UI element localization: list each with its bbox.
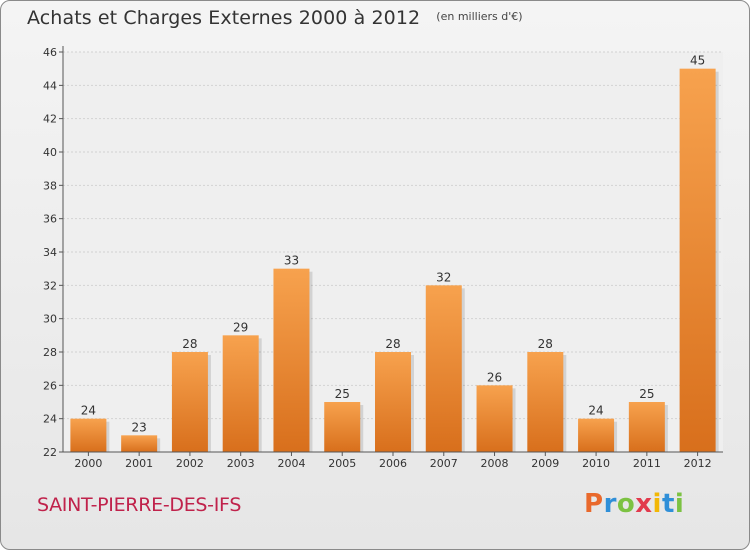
x-tick-label-2004: 2004 [277, 457, 305, 470]
x-tick-label-2011: 2011 [633, 457, 661, 470]
y-tick-label: 36 [43, 213, 57, 226]
bar-2004 [273, 268, 310, 452]
logo-letter: r [603, 489, 617, 519]
bar-2011 [628, 402, 665, 452]
logo-letter: i [674, 489, 685, 519]
bar-2000 [70, 418, 107, 452]
chart-unit-text: (en milliers d'€) [436, 10, 523, 23]
data-label-2005: 25 [335, 387, 350, 401]
y-tick-label: 34 [43, 246, 57, 259]
bar-2007 [425, 285, 462, 452]
data-label-2012: 45 [690, 54, 705, 68]
bar-2005 [324, 402, 361, 452]
x-tick-label-2010: 2010 [582, 457, 610, 470]
data-label-2007: 32 [436, 270, 451, 284]
city-name: SAINT-PIERRE-DES-IFS [37, 494, 242, 516]
x-tick-label-2007: 2007 [430, 457, 458, 470]
x-tick-label-2012: 2012 [684, 457, 712, 470]
logo-letter: x [635, 489, 653, 519]
bar-2002 [171, 352, 208, 452]
bar-2008 [476, 385, 513, 452]
y-tick-label: 44 [43, 79, 57, 92]
data-label-2009: 28 [538, 337, 553, 351]
x-tick-label-2002: 2002 [176, 457, 204, 470]
data-label-2008: 26 [487, 370, 502, 384]
x-tick-label-2001: 2001 [125, 457, 153, 470]
y-tick-label: 40 [43, 146, 57, 159]
logo-letter: i [652, 489, 662, 519]
y-tick-label: 26 [43, 379, 57, 392]
bar-2001 [121, 435, 158, 452]
bar-2006 [375, 352, 411, 452]
y-tick-label: 32 [43, 279, 57, 292]
bar-2003 [222, 335, 259, 452]
y-tick-label: 46 [43, 46, 57, 59]
data-label-2004: 33 [284, 254, 299, 268]
proxiti-logo: Proxiti [584, 489, 684, 519]
y-tick-label: 42 [43, 113, 57, 126]
logo-letter: o [616, 489, 636, 519]
data-label-2001: 23 [132, 420, 147, 434]
data-label-2010: 24 [588, 404, 603, 418]
logo-letter: t [661, 489, 675, 519]
bar-2010 [578, 418, 615, 452]
data-label-2000: 24 [81, 404, 96, 418]
y-tick-label: 30 [43, 313, 57, 326]
x-tick-label-2009: 2009 [531, 457, 559, 470]
x-tick-label-2000: 2000 [74, 457, 102, 470]
logo-letter: P [584, 489, 604, 519]
y-tick-label: 22 [43, 446, 57, 459]
data-label-2002: 28 [182, 337, 197, 351]
chart-title: Achats et Charges Externes 2000 à 2012 (… [27, 7, 523, 29]
bar-2012 [679, 68, 716, 453]
y-tick-label: 24 [43, 413, 57, 426]
chart-title-text: Achats et Charges Externes 2000 à 2012 [27, 7, 421, 29]
x-tick-label-2006: 2006 [379, 457, 407, 470]
y-tick-label: 28 [43, 346, 57, 359]
bar-2009 [527, 352, 564, 452]
x-tick-label-2003: 2003 [227, 457, 255, 470]
data-label-2011: 25 [639, 387, 654, 401]
y-tick-label: 38 [43, 179, 57, 192]
x-tick-label-2008: 2008 [481, 457, 509, 470]
x-tick-label-2005: 2005 [328, 457, 356, 470]
data-label-2003: 29 [233, 320, 248, 334]
data-label-2006: 28 [385, 337, 400, 351]
